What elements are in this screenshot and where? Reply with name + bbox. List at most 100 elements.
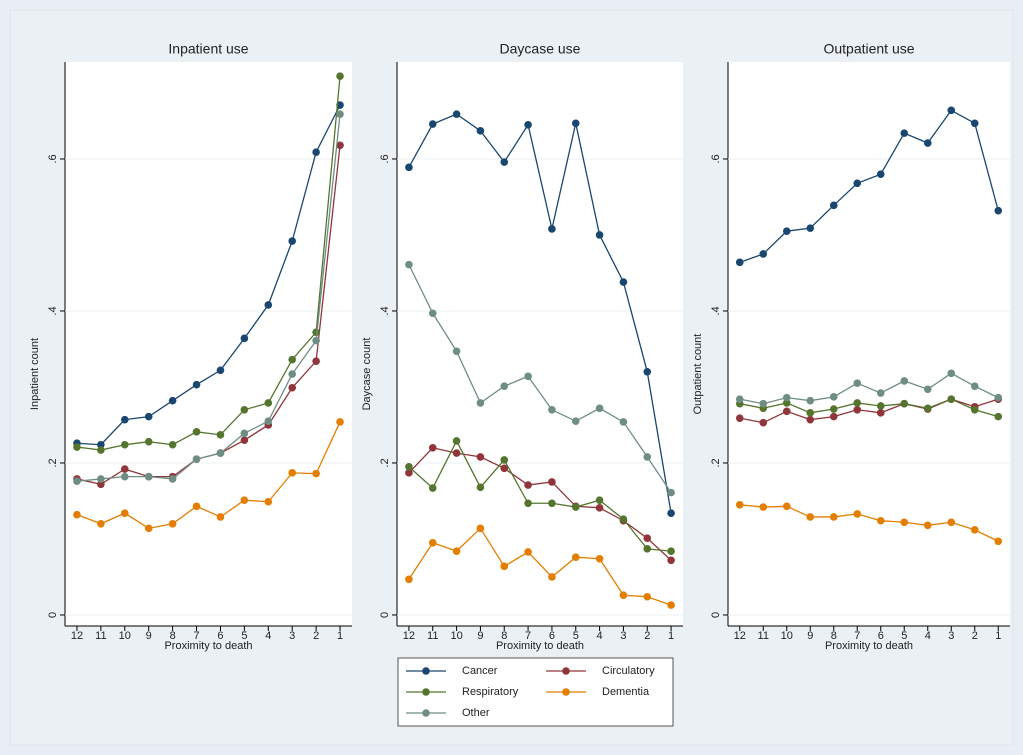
legend-label: Respiratory: [462, 686, 519, 698]
legend-marker: [422, 709, 430, 717]
data-point: [476, 524, 485, 533]
data-point: [428, 120, 437, 128]
data-point: [806, 415, 815, 424]
x-tick-label: 6: [878, 630, 884, 642]
series-line: [76, 114, 341, 482]
series-line: [76, 421, 341, 530]
data-point: [667, 547, 675, 555]
y-tick-label: 0: [710, 612, 722, 618]
data-point: [264, 417, 273, 425]
panel-title: Inpatient use: [168, 41, 248, 57]
data-point: [970, 382, 979, 391]
data-point: [288, 355, 297, 364]
data-point: [735, 414, 744, 422]
data-point: [144, 524, 153, 533]
data-point: [619, 515, 628, 524]
data-point: [144, 412, 153, 421]
data-point: [192, 502, 201, 511]
x-tick-label: 6: [217, 630, 223, 642]
panel-title: Daycase use: [500, 41, 581, 57]
legend-marker: [422, 688, 430, 696]
data-point: [500, 562, 509, 571]
series-line: [739, 398, 999, 418]
data-point: [595, 404, 604, 413]
data-point: [782, 407, 791, 416]
data-point: [548, 405, 556, 414]
x-tick-label: 1: [337, 630, 343, 642]
data-point: [312, 357, 320, 365]
data-point: [73, 443, 81, 451]
y-tick-label: .2: [710, 458, 722, 467]
data-point: [336, 141, 344, 150]
data-point: [312, 328, 320, 337]
data-point: [667, 601, 675, 609]
plot-area: [728, 62, 1010, 626]
data-point: [405, 469, 413, 477]
data-point: [571, 553, 580, 562]
data-point: [336, 110, 344, 118]
y-tick-label: .4: [47, 306, 59, 315]
data-point: [759, 503, 768, 511]
data-point: [144, 437, 153, 446]
x-axis-label: Proximity to death: [164, 640, 252, 652]
x-tick-label: 4: [597, 630, 603, 642]
x-tick-label: 9: [146, 630, 152, 642]
data-point: [144, 472, 153, 481]
data-point: [216, 449, 225, 457]
x-tick-label: 9: [807, 630, 813, 642]
data-point: [853, 179, 862, 188]
y-tick-label: .6: [47, 154, 59, 163]
data-point: [595, 504, 604, 512]
data-point: [643, 367, 652, 376]
data-point: [216, 366, 225, 375]
data-point: [240, 496, 249, 505]
data-point: [853, 405, 862, 414]
data-point: [571, 119, 580, 128]
data-point: [240, 405, 249, 414]
data-point: [643, 453, 652, 461]
x-tick-label: 10: [781, 630, 793, 642]
data-point: [264, 301, 273, 309]
x-tick-label: 7: [854, 630, 860, 642]
data-point: [312, 469, 320, 478]
legend-marker: [422, 667, 430, 675]
data-point: [782, 227, 791, 235]
series-line: [408, 264, 672, 493]
data-point: [923, 404, 932, 413]
data-point: [452, 547, 461, 555]
data-point: [336, 72, 344, 80]
data-point: [876, 516, 885, 525]
legend-label: Dementia: [602, 686, 650, 698]
data-point: [264, 399, 273, 407]
data-point: [970, 526, 979, 534]
x-tick-label: 7: [193, 630, 199, 642]
data-point: [288, 383, 297, 392]
data-point: [405, 163, 413, 172]
data-point: [476, 127, 485, 135]
data-point: [428, 484, 437, 492]
y-tick-label: .6: [710, 154, 722, 163]
x-tick-label: 8: [831, 630, 837, 642]
y-tick-label: 0: [47, 612, 59, 618]
data-point: [168, 475, 177, 483]
data-point: [97, 475, 105, 483]
data-point: [216, 431, 225, 439]
x-tick-label: 11: [758, 630, 769, 642]
data-point: [759, 418, 768, 427]
data-point: [970, 405, 979, 414]
data-point: [240, 429, 249, 438]
x-axis-label: Proximity to death: [496, 640, 584, 652]
y-tick-label: 0: [379, 612, 391, 618]
y-tick-label: .6: [379, 154, 391, 163]
plot-area: [397, 62, 683, 626]
data-point: [120, 440, 129, 449]
data-point: [240, 334, 249, 343]
data-point: [759, 399, 768, 408]
data-point: [476, 399, 485, 407]
x-axis-label: Proximity to death: [825, 640, 913, 652]
data-point: [120, 509, 129, 517]
data-point: [829, 412, 838, 421]
data-point: [994, 393, 1003, 402]
data-point: [806, 513, 815, 521]
data-point: [192, 428, 201, 436]
